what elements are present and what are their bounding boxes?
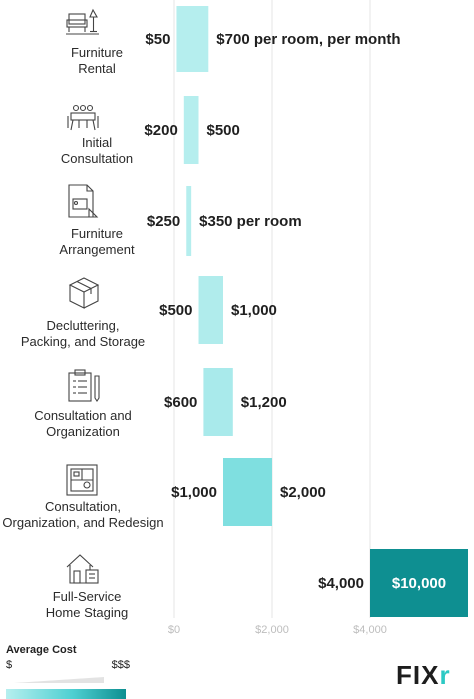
bar-4 xyxy=(198,276,223,344)
x-tick-label-1: $2,000 xyxy=(255,624,289,636)
category-labels: Furniture Rental Initial Consultation Fu… xyxy=(2,45,163,620)
label-initial-consultation-2: Consultation xyxy=(61,151,133,166)
label-home-staging-2: Home Staging xyxy=(46,605,128,620)
bar-2 xyxy=(183,96,199,164)
x-axis-ticks: $0 $2,000 $4,000 xyxy=(168,624,387,636)
legend: Average Cost $ $$$ xyxy=(6,644,130,699)
label-furniture-rental-2: Rental xyxy=(78,61,116,76)
legend-title: Average Cost xyxy=(6,644,77,656)
meeting-table-icon xyxy=(67,104,99,131)
bar-6 xyxy=(223,458,272,526)
high-value-label-2: $500 xyxy=(207,122,240,139)
label-consultation-redesign-2: Organization, and Redesign xyxy=(2,515,163,530)
low-value-label-5: $600 xyxy=(164,394,197,411)
high-value-label-4: $1,000 xyxy=(231,302,277,319)
label-consultation-redesign-1: Consultation, xyxy=(45,499,121,514)
label-decluttering-1: Decluttering, xyxy=(47,318,120,333)
value-labels: $50 $700 per room, per month $200 $500 $250 $… xyxy=(144,31,446,592)
low-value-label-3: $250 xyxy=(147,213,180,230)
high-value-label-7: $10,000 xyxy=(392,575,446,592)
label-decluttering-2: Packing, and Storage xyxy=(21,334,145,349)
low-value-label-2: $200 xyxy=(144,122,177,139)
bar-1 xyxy=(176,6,209,72)
low-value-label-6: $1,000 xyxy=(171,484,217,501)
low-value-label-4: $500 xyxy=(159,302,192,319)
legend-gradient-bar xyxy=(6,689,126,699)
label-consultation-org-1: Consultation and xyxy=(34,408,132,423)
range-bars xyxy=(176,6,468,617)
x-tick-label-2: $4,000 xyxy=(353,624,387,636)
legend-wedge-icon xyxy=(14,677,104,683)
label-furniture-arrangement-1: Furniture xyxy=(71,226,123,241)
legend-high-label: $$$ xyxy=(111,659,130,671)
label-consultation-org-2: Organization xyxy=(46,424,120,439)
floor-plan-icon xyxy=(68,184,99,218)
blueprint-icon xyxy=(66,464,98,496)
high-value-label-3: $350 per room xyxy=(199,213,302,230)
bar-5 xyxy=(203,368,233,436)
high-value-label-5: $1,200 xyxy=(241,394,287,411)
chair-lamp-icon xyxy=(66,8,99,35)
high-value-label-6: $2,000 xyxy=(280,484,326,501)
high-value-label-1: $700 per room, per month xyxy=(216,31,400,48)
low-value-label-1: $50 xyxy=(145,31,170,48)
label-furniture-rental-1: Furniture xyxy=(71,45,123,60)
label-home-staging-1: Full-Service xyxy=(53,589,122,604)
bar-7 xyxy=(370,549,468,617)
x-tick-label-0: $0 xyxy=(168,624,180,636)
label-initial-consultation-1: Initial xyxy=(82,135,112,150)
fixr-logo: FIXr xyxy=(396,660,451,690)
house-icon xyxy=(66,554,99,584)
bar-3 xyxy=(186,186,192,256)
low-value-label-7: $4,000 xyxy=(318,575,364,592)
legend-scale-ends: $ $$$ xyxy=(6,659,130,671)
legend-low-label: $ xyxy=(6,659,13,671)
label-furniture-arrangement-2: Arrangement xyxy=(59,242,135,257)
category-icons xyxy=(66,8,100,584)
box-icon xyxy=(68,277,100,309)
clipboard-icon xyxy=(68,369,100,402)
